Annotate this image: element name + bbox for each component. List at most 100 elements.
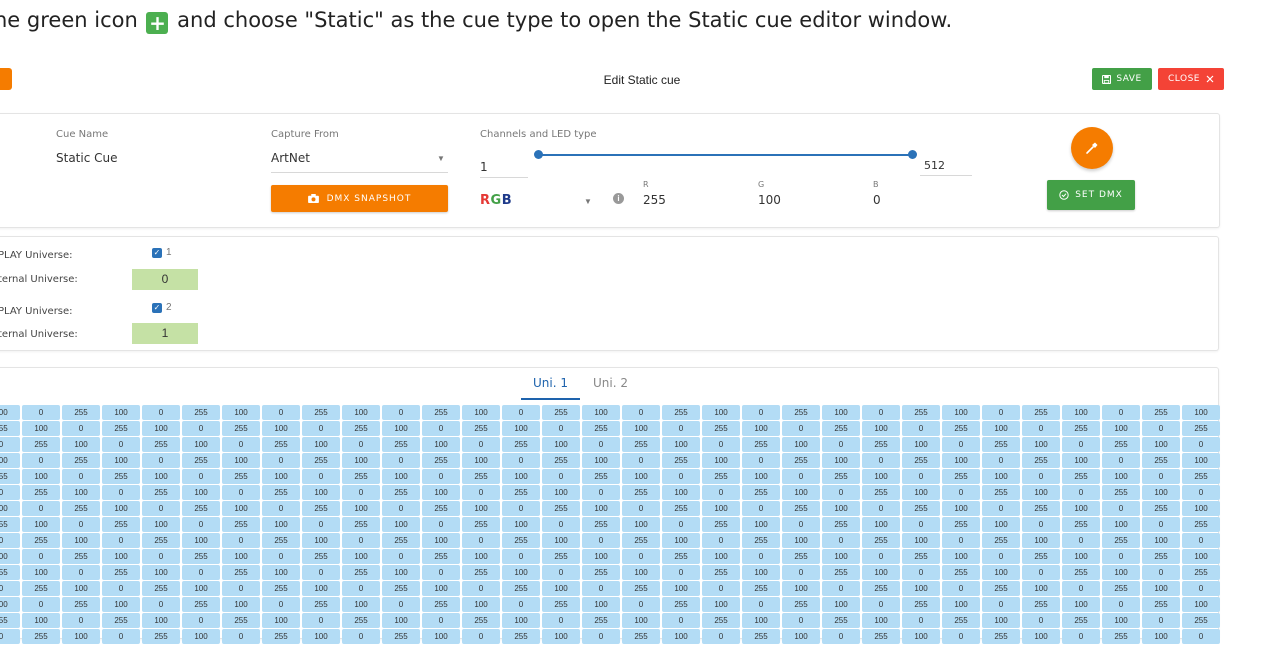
dmx-channel-cell[interactable]: 255 (1142, 597, 1180, 612)
dmx-channel-cell[interactable]: 0 (902, 613, 940, 628)
dmx-channel-cell[interactable]: 100 (302, 437, 340, 452)
dmx-channel-cell[interactable]: 100 (702, 549, 740, 564)
dmx-channel-cell[interactable]: 100 (422, 485, 460, 500)
capture-from-select[interactable]: ArtNet (271, 151, 310, 165)
dmx-channel-cell[interactable]: 0 (862, 405, 900, 420)
dmx-channel-cell[interactable]: 0 (862, 453, 900, 468)
dmx-channel-cell[interactable]: 100 (262, 469, 300, 484)
dmx-channel-cell[interactable]: 100 (0, 597, 20, 612)
dmx-channel-cell[interactable]: 255 (262, 533, 300, 548)
dmx-channel-cell[interactable]: 100 (622, 421, 660, 436)
dmx-channel-cell[interactable]: 0 (782, 613, 820, 628)
dmx-channel-cell[interactable]: 0 (182, 613, 220, 628)
dmx-channel-cell[interactable]: 0 (462, 485, 500, 500)
dmx-channel-cell[interactable]: 100 (1102, 421, 1140, 436)
dmx-channel-cell[interactable]: 255 (142, 629, 180, 644)
dmx-channel-cell[interactable]: 0 (22, 405, 60, 420)
dmx-channel-cell[interactable]: 100 (822, 549, 860, 564)
dmx-channel-cell[interactable]: 255 (782, 597, 820, 612)
dmx-channel-cell[interactable]: 255 (222, 469, 260, 484)
close-button[interactable]: CLOSE (1158, 68, 1224, 90)
dmx-channel-cell[interactable]: 100 (662, 629, 700, 644)
dmx-channel-cell[interactable]: 255 (902, 597, 940, 612)
dmx-channel-cell[interactable]: 255 (742, 437, 780, 452)
dmx-channel-cell[interactable]: 255 (782, 501, 820, 516)
dmx-channel-cell[interactable]: 100 (142, 517, 180, 532)
dmx-channel-cell[interactable]: 100 (422, 629, 460, 644)
dmx-channel-cell[interactable]: 100 (462, 549, 500, 564)
dmx-channel-cell[interactable]: 255 (582, 421, 620, 436)
dmx-channel-cell[interactable]: 255 (0, 613, 20, 628)
dmx-channel-cell[interactable]: 100 (502, 421, 540, 436)
dmx-channel-cell[interactable]: 255 (22, 485, 60, 500)
dmx-channel-cell[interactable]: 100 (342, 453, 380, 468)
dmx-channel-cell[interactable]: 255 (822, 421, 860, 436)
dmx-channel-cell[interactable]: 255 (942, 517, 980, 532)
dmx-channel-cell[interactable]: 255 (662, 549, 700, 564)
dmx-channel-cell[interactable]: 0 (222, 485, 260, 500)
dmx-channel-cell[interactable]: 0 (1102, 405, 1140, 420)
dmx-channel-cell[interactable]: 255 (622, 581, 660, 596)
dmx-channel-cell[interactable]: 100 (1062, 453, 1100, 468)
dmx-channel-cell[interactable]: 100 (982, 613, 1020, 628)
dmx-channel-cell[interactable]: 255 (1182, 517, 1220, 532)
dmx-channel-cell[interactable]: 100 (102, 405, 140, 420)
dmx-channel-cell[interactable]: 255 (502, 437, 540, 452)
dmx-channel-cell[interactable]: 255 (662, 405, 700, 420)
dmx-channel-cell[interactable]: 255 (262, 629, 300, 644)
led-type-dropdown-icon[interactable]: ▼ (584, 197, 592, 206)
dmx-channel-cell[interactable]: 255 (262, 485, 300, 500)
dmx-channel-cell[interactable]: 100 (1182, 549, 1220, 564)
dmx-channel-cell[interactable]: 0 (782, 517, 820, 532)
dmx-channel-cell[interactable]: 255 (1102, 581, 1140, 596)
dmx-channel-cell[interactable]: 100 (1142, 437, 1180, 452)
dmx-channel-cell[interactable]: 0 (902, 517, 940, 532)
dmx-channel-cell[interactable]: 100 (902, 629, 940, 644)
dmx-channel-cell[interactable]: 0 (702, 485, 740, 500)
dmx-channel-cell[interactable]: 100 (22, 469, 60, 484)
dmx-channel-cell[interactable]: 255 (462, 565, 500, 580)
dmx-channel-cell[interactable]: 255 (0, 565, 20, 580)
dmx-channel-cell[interactable]: 255 (22, 629, 60, 644)
dmx-channel-cell[interactable]: 0 (582, 581, 620, 596)
dmx-channel-cell[interactable]: 255 (422, 597, 460, 612)
dmx-channel-cell[interactable]: 0 (662, 421, 700, 436)
dmx-channel-cell[interactable]: 0 (782, 565, 820, 580)
dmx-channel-cell[interactable]: 255 (342, 613, 380, 628)
dmx-channel-cell[interactable]: 255 (382, 485, 420, 500)
dmx-channel-cell[interactable]: 0 (142, 597, 180, 612)
dmx-channel-cell[interactable]: 255 (102, 421, 140, 436)
dmx-channel-cell[interactable]: 0 (1102, 453, 1140, 468)
dmx-channel-cell[interactable]: 100 (1022, 437, 1060, 452)
dmx-channel-cell[interactable]: 0 (742, 405, 780, 420)
dmx-channel-cell[interactable]: 0 (222, 533, 260, 548)
dmx-channel-cell[interactable]: 0 (102, 629, 140, 644)
dmx-channel-cell[interactable]: 100 (1102, 613, 1140, 628)
dmx-channel-cell[interactable]: 100 (1022, 533, 1060, 548)
dmx-channel-cell[interactable]: 100 (1022, 581, 1060, 596)
dmx-channel-cell[interactable]: 100 (62, 533, 100, 548)
dmx-channel-cell[interactable]: 0 (1182, 581, 1220, 596)
dmx-channel-cell[interactable]: 255 (342, 565, 380, 580)
dmx-channel-cell[interactable]: 255 (382, 629, 420, 644)
dmx-channel-cell[interactable]: 255 (982, 581, 1020, 596)
dmx-channel-cell[interactable]: 255 (142, 485, 180, 500)
dmx-channel-cell[interactable]: 255 (582, 613, 620, 628)
dmx-channel-cell[interactable]: 0 (862, 549, 900, 564)
dmx-channel-cell[interactable]: 100 (342, 597, 380, 612)
dmx-channel-cell[interactable]: 100 (622, 613, 660, 628)
dmx-channel-cell[interactable]: 100 (542, 629, 580, 644)
dmx-channel-cell[interactable]: 0 (422, 517, 460, 532)
dmx-channel-cell[interactable]: 0 (502, 597, 540, 612)
dmx-channel-cell[interactable]: 0 (742, 501, 780, 516)
dmx-channel-cell[interactable]: 255 (662, 453, 700, 468)
dmx-channel-cell[interactable]: 255 (1182, 421, 1220, 436)
dmx-channel-cell[interactable]: 100 (222, 597, 260, 612)
dmx-channel-cell[interactable]: 100 (662, 437, 700, 452)
dmx-channel-cell[interactable]: 255 (862, 629, 900, 644)
dmx-channel-cell[interactable]: 0 (262, 597, 300, 612)
dmx-channel-cell[interactable]: 0 (502, 501, 540, 516)
dmx-channel-cell[interactable]: 255 (102, 613, 140, 628)
dmx-channel-cell[interactable]: 0 (22, 597, 60, 612)
dmx-channel-cell[interactable]: 100 (1102, 469, 1140, 484)
